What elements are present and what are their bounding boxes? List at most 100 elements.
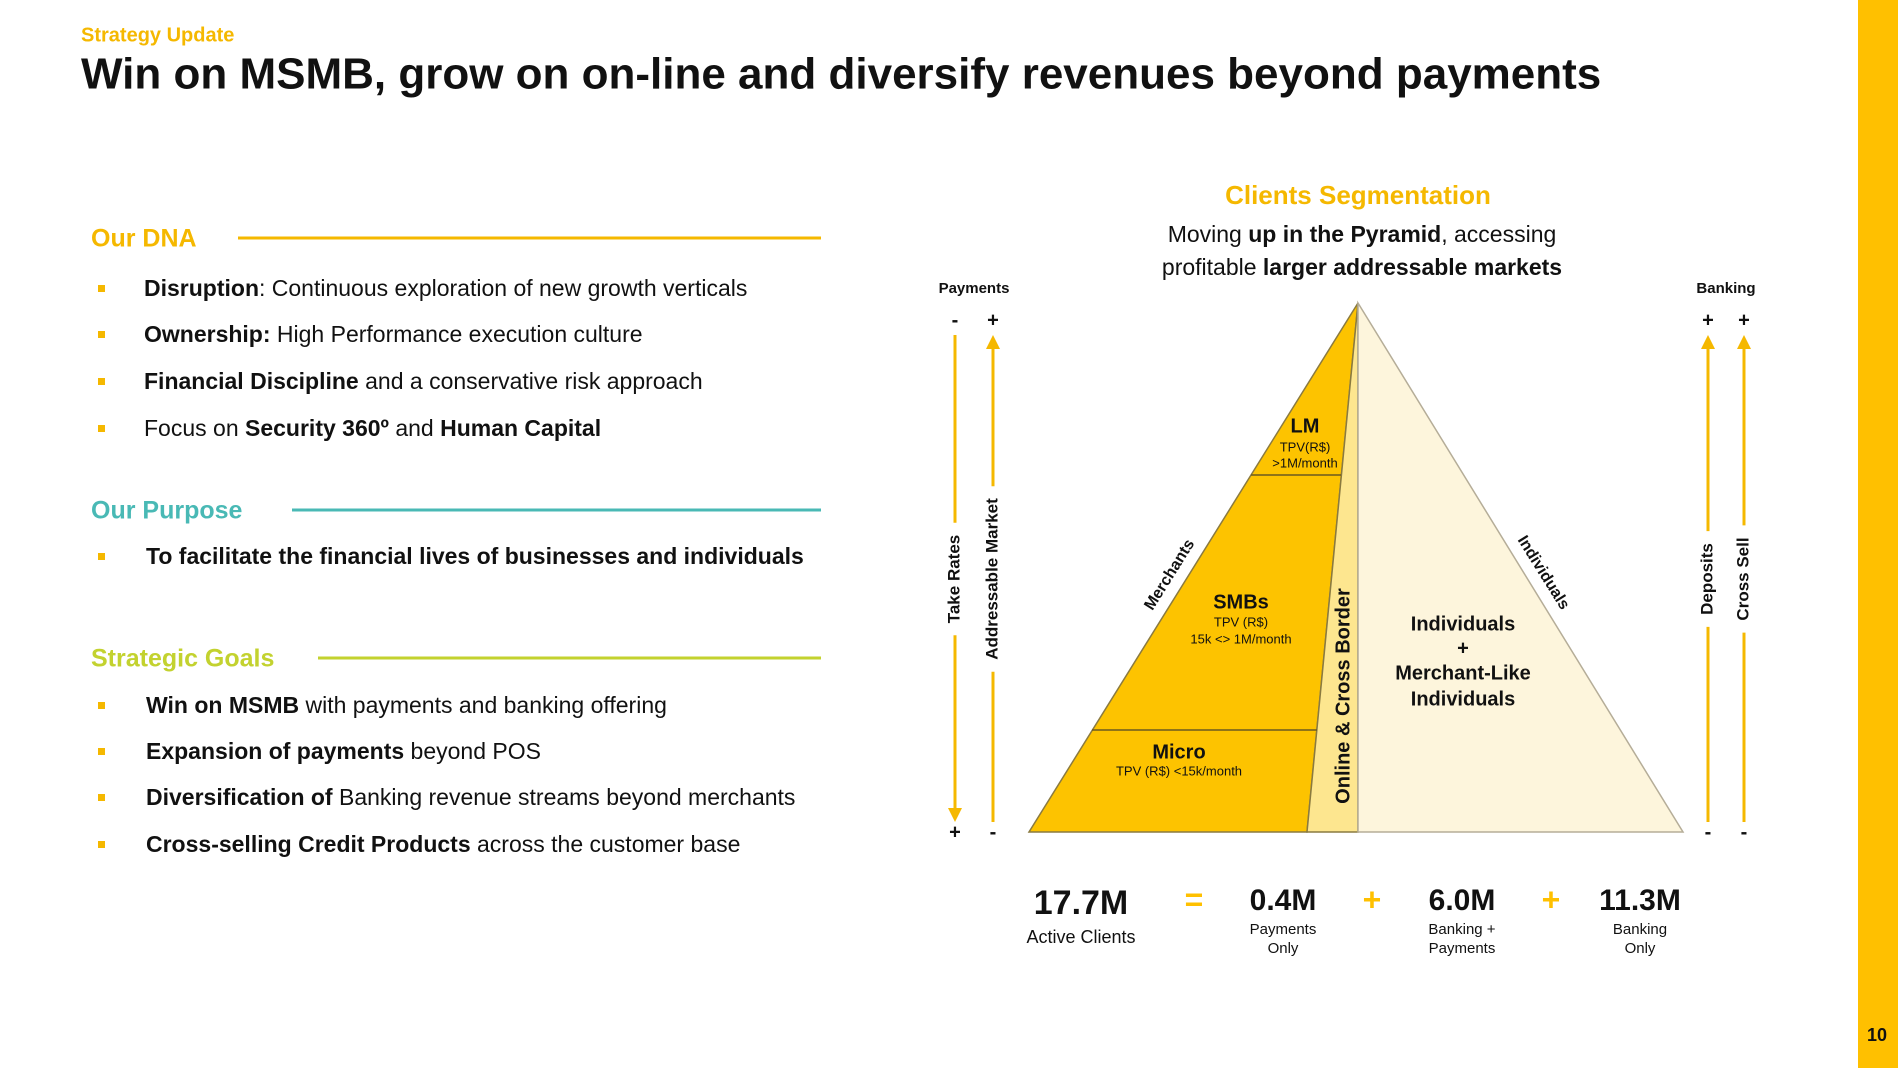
axis-label: Deposits <box>1697 543 1716 615</box>
text-run: with payments and banking offering <box>299 692 667 718</box>
axis-sign: - <box>990 821 997 843</box>
part-label: Banking <box>1613 921 1667 938</box>
diagram-subtitle: profitable larger addressable markets <box>1162 254 1562 280</box>
text-run: , accessing <box>1441 221 1556 247</box>
pyramid-individuals <box>1357 300 1685 833</box>
section-title: Our DNA <box>91 225 197 253</box>
bold-text: up in the Pyramid <box>1248 221 1441 247</box>
bold-text: Disruption <box>144 275 259 301</box>
tier-name: LM <box>1291 415 1320 437</box>
bold-text: Cross-selling Credit Products <box>146 831 471 857</box>
diagram-subtitle: Moving up in the Pyramid, accessing <box>1168 221 1557 247</box>
text-run: profitable <box>1162 254 1263 280</box>
section-title: Our Purpose <box>91 497 243 525</box>
bullet-text: Disruption: Continuous exploration of ne… <box>144 275 747 301</box>
axis-sign: + <box>949 821 961 843</box>
operator: + <box>1363 881 1382 917</box>
arrow-head <box>1701 335 1715 349</box>
part-label: Payments <box>1429 940 1496 957</box>
segment-label: Individuals <box>1411 688 1515 710</box>
bullet-text: Diversification of Banking revenue strea… <box>146 784 795 810</box>
part-value: 0.4M <box>1250 884 1317 917</box>
axis-label: Addressable Market <box>982 498 1001 660</box>
bullet <box>98 425 105 432</box>
bullet-text: Focus on Security 360º and Human Capital <box>144 415 601 441</box>
axis-sign: - <box>952 309 959 331</box>
tier-detail: TPV (R$) <15k/month <box>1116 763 1242 778</box>
text-run: and <box>389 415 440 441</box>
bold-text: To facilitate the financial lives of bus… <box>146 543 804 569</box>
axis-sign: - <box>1741 821 1748 843</box>
text-run: beyond POS <box>404 738 541 764</box>
diagram-title: Clients Segmentation <box>1225 180 1491 210</box>
arrow-head <box>986 335 1000 349</box>
axis-sign: + <box>987 309 999 331</box>
text-run: : Continuous exploration of new growth v… <box>259 275 747 301</box>
bullet-text: To facilitate the financial lives of bus… <box>146 543 804 569</box>
axis-sign: + <box>1738 309 1750 331</box>
axis-sign: - <box>1705 821 1712 843</box>
bullet-text: Cross-selling Credit Products across the… <box>146 831 740 857</box>
bullet-text: Win on MSMB with payments and banking of… <box>146 692 667 718</box>
bold-text: Financial Discipline <box>144 368 359 394</box>
bullet <box>98 285 105 292</box>
tier-detail: >1M/month <box>1272 455 1337 470</box>
text-run: Moving <box>1168 221 1249 247</box>
bullet-text: Expansion of payments beyond POS <box>146 738 541 764</box>
bold-text: Expansion of payments <box>146 738 404 764</box>
text-run: High Performance execution culture <box>271 321 643 347</box>
tier-detail: TPV(R$) <box>1280 439 1331 454</box>
axis-sign: + <box>1702 309 1714 331</box>
tier-detail: TPV (R$) <box>1214 614 1268 629</box>
part-label: Only <box>1268 940 1299 957</box>
part-label: Banking + <box>1428 921 1495 938</box>
strip-label: Online & Cross Border <box>1332 588 1354 804</box>
bold-text: Human Capital <box>440 415 601 441</box>
bullet <box>98 331 105 338</box>
segment-label: + <box>1457 637 1469 659</box>
bold-text: Diversification of <box>146 784 333 810</box>
tier-name: SMBs <box>1213 591 1269 613</box>
side-bar <box>1858 0 1898 1068</box>
total-label: Active Clients <box>1026 927 1135 947</box>
part-value: 6.0M <box>1429 884 1496 917</box>
text-run: and a conservative risk approach <box>359 368 703 394</box>
operator: + <box>1542 881 1561 917</box>
bullet-text: Financial Discipline and a conservative … <box>144 368 703 394</box>
bold-text: Ownership: <box>144 321 271 347</box>
text-run: Focus on <box>144 415 245 441</box>
slide-title: Win on MSMB, grow on on-line and diversi… <box>81 50 1601 99</box>
arrow-head <box>1737 335 1751 349</box>
bullet <box>98 702 105 709</box>
axis-title: Banking <box>1696 280 1755 297</box>
bullet <box>98 553 105 560</box>
tier-name: Micro <box>1152 741 1205 763</box>
total-value: 17.7M <box>1034 884 1129 922</box>
page-number: 10 <box>1867 1025 1887 1045</box>
bold-text: larger addressable markets <box>1263 254 1562 280</box>
axis-title: Payments <box>939 280 1010 297</box>
segment-label: Individuals <box>1411 613 1515 635</box>
segment-label: Merchant-Like <box>1395 662 1531 684</box>
bullet <box>98 794 105 801</box>
bullet <box>98 378 105 385</box>
arrow-head <box>948 808 962 822</box>
bullet <box>98 841 105 848</box>
kicker: Strategy Update <box>81 24 234 46</box>
axis-label: Cross Sell <box>1733 537 1752 620</box>
operator: = <box>1185 881 1204 917</box>
axis-label: Take Rates <box>944 535 963 624</box>
text-run: Banking revenue streams beyond merchants <box>333 784 796 810</box>
part-label: Payments <box>1250 921 1317 938</box>
bullet-text: Ownership: High Performance execution cu… <box>144 321 643 347</box>
part-label: Only <box>1625 940 1656 957</box>
bold-text: Security 360º <box>245 415 389 441</box>
section-title: Strategic Goals <box>91 645 274 673</box>
part-value: 11.3M <box>1599 884 1681 917</box>
tier-detail: 15k <> 1M/month <box>1190 631 1291 646</box>
bullet <box>98 748 105 755</box>
text-run: across the customer base <box>471 831 741 857</box>
bold-text: Win on MSMB <box>146 692 299 718</box>
